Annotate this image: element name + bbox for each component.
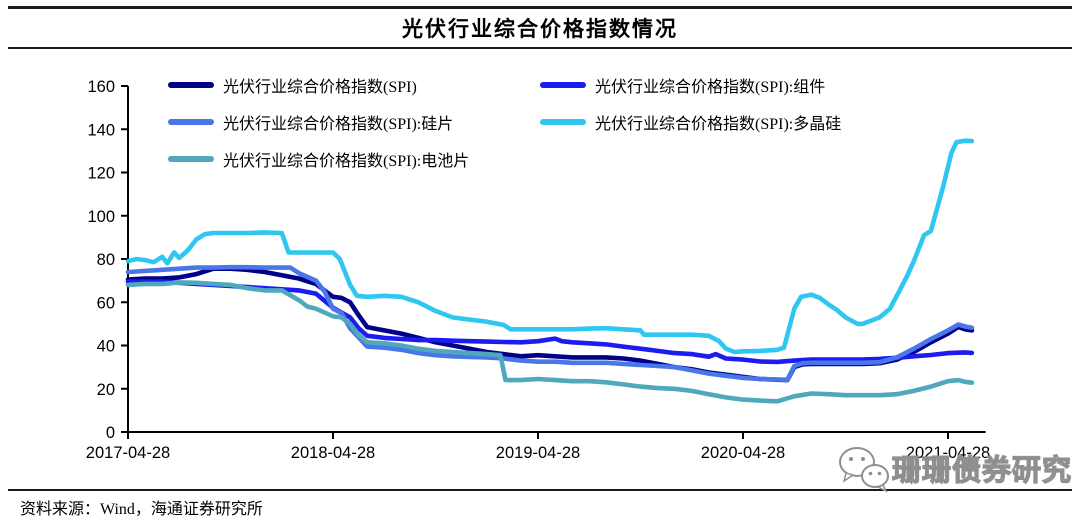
bottom-rule xyxy=(8,489,1072,491)
y-tick-label: 60 xyxy=(97,294,115,312)
legend-label: 光伏行业综合价格指数(SPI):组件 xyxy=(595,78,826,96)
series-line-3 xyxy=(125,138,975,355)
spi-cell-line-swatch xyxy=(168,155,214,162)
top-rule xyxy=(8,6,1072,9)
x-tick-label: 2021-04-28 xyxy=(906,444,990,462)
spi-module-line-swatch xyxy=(540,81,586,88)
y-tick-label: 20 xyxy=(97,381,115,399)
wechat-icon xyxy=(839,447,889,493)
y-tick-label: 140 xyxy=(87,121,115,139)
source-note: 资料来源：Wind，海通证券研究所 xyxy=(20,501,263,518)
series-line-1 xyxy=(125,279,975,365)
legend-item-spi-module: 光伏行业综合价格指数(SPI):组件 xyxy=(540,72,970,97)
x-tick-label: 2018-04-28 xyxy=(291,444,375,462)
y-tick-label: 0 xyxy=(106,424,115,442)
spi-polysilicon-line-swatch xyxy=(540,118,586,125)
legend-item-spi-cell: 光伏行业综合价格指数(SPI):电池片 xyxy=(168,146,540,171)
y-tick-label: 160 xyxy=(87,78,115,96)
chart-legend: 光伏行业综合价格指数(SPI) 光伏行业综合价格指数(SPI):组件 光伏行业综… xyxy=(168,72,970,171)
legend-item-spi: 光伏行业综合价格指数(SPI) xyxy=(168,72,540,97)
x-tick-label: 2019-04-28 xyxy=(496,444,580,462)
y-tick-label: 120 xyxy=(87,165,115,183)
spi-wafer-line-swatch xyxy=(168,118,214,125)
legend-item-spi-polysilicon: 光伏行业综合价格指数(SPI):多晶硅 xyxy=(540,109,970,134)
y-tick-label: 80 xyxy=(97,251,115,269)
y-tick-label: 40 xyxy=(97,338,115,356)
series-line-2 xyxy=(125,264,975,383)
spi-line-swatch xyxy=(168,81,214,88)
watermark-text: 珊珊债券研究 xyxy=(891,454,1073,487)
legend-item-spi-wafer: 光伏行业综合价格指数(SPI):硅片 xyxy=(168,109,540,134)
title-underline-rule xyxy=(8,47,1072,49)
legend-label: 光伏行业综合价格指数(SPI):电池片 xyxy=(223,152,470,170)
page-title: 光伏行业综合价格指数情况 xyxy=(402,17,678,41)
legend-label: 光伏行业综合价格指数(SPI):多晶硅 xyxy=(595,115,842,133)
series-line-4 xyxy=(125,280,975,404)
watermark: 珊珊债券研究 xyxy=(836,442,1080,494)
x-tick-label: 2020-04-28 xyxy=(701,444,785,462)
legend-label: 光伏行业综合价格指数(SPI) xyxy=(223,78,417,96)
legend-label: 光伏行业综合价格指数(SPI):硅片 xyxy=(223,115,454,133)
y-tick-label: 100 xyxy=(87,208,115,226)
x-tick-label: 2017-04-28 xyxy=(86,444,170,462)
